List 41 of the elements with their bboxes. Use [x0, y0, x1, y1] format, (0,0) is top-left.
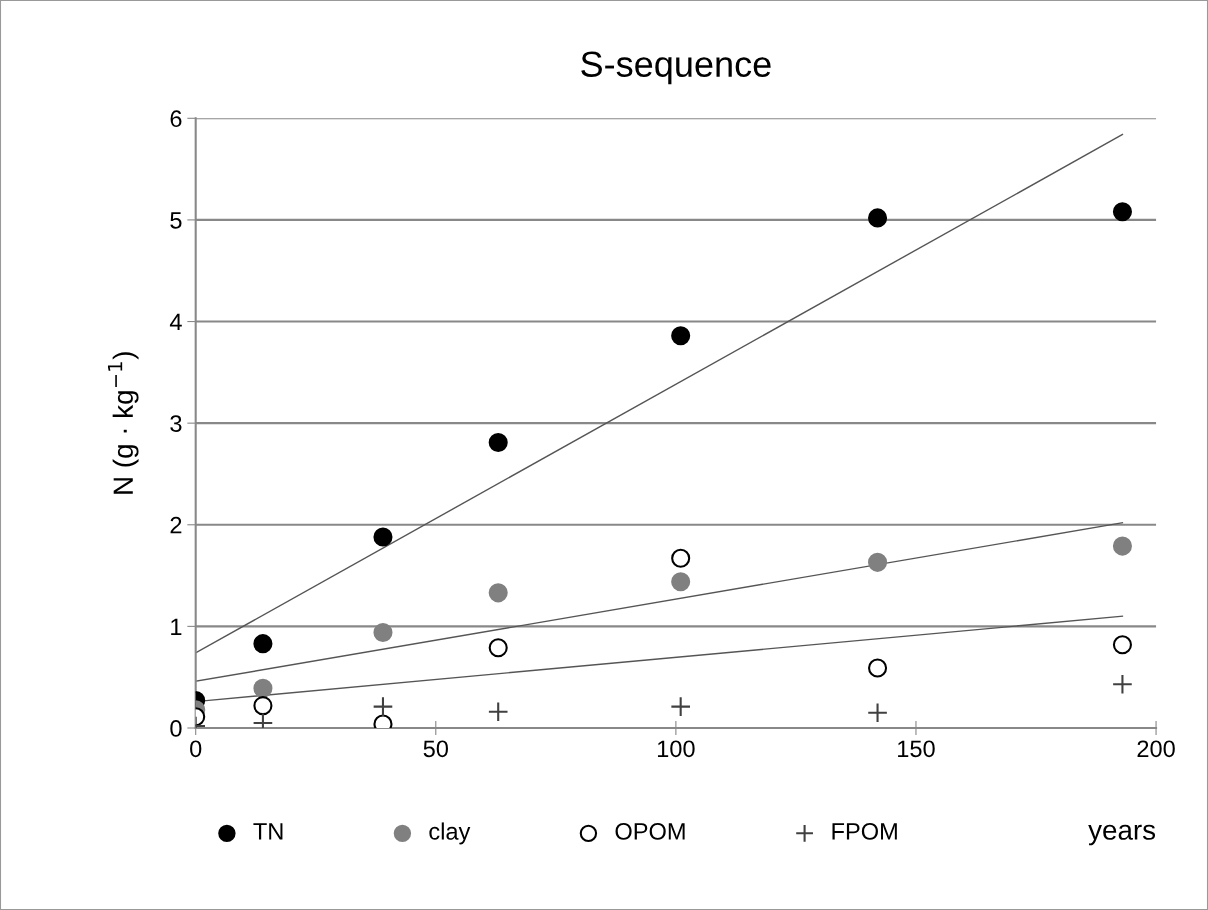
- y-tick-label: 2: [170, 516, 182, 534]
- legend-label: OPOM: [615, 823, 685, 840]
- point: [671, 548, 691, 568]
- y-axis-title: N (g · kg$^{−1}$): [107, 352, 139, 494]
- x-tick-label: 100: [657, 740, 695, 758]
- y-tick-label: 3: [170, 415, 182, 432]
- point: [1112, 673, 1133, 695]
- point: [868, 658, 888, 678]
- x-tick-label: 50: [423, 740, 448, 758]
- y-tick-label: 6: [170, 110, 182, 128]
- point: [671, 572, 691, 592]
- x-tick-label: 0: [190, 740, 202, 758]
- x-tick-label: 150: [898, 740, 935, 758]
- point: [373, 527, 393, 547]
- y-tick-label: 4: [169, 313, 182, 331]
- point: [670, 696, 692, 718]
- point: [373, 622, 393, 643]
- x-tick-label: 200: [1137, 740, 1175, 758]
- y-tick-label: 5: [170, 212, 182, 229]
- point: [488, 583, 508, 603]
- x-axis-title: years: [1088, 824, 1156, 846]
- legend-label: TN: [253, 823, 283, 840]
- y-tick-label: 1: [171, 618, 182, 635]
- point: [868, 208, 888, 228]
- point: [253, 678, 273, 698]
- point: [868, 552, 888, 572]
- point: [671, 326, 691, 346]
- point: [487, 701, 509, 723]
- point: [253, 634, 273, 654]
- chart-title: S-sequence: [581, 51, 771, 85]
- point: [1112, 536, 1132, 556]
- legend-label: FPOM: [832, 823, 897, 840]
- point: [867, 702, 888, 724]
- point: [488, 638, 508, 658]
- point: [1112, 202, 1132, 222]
- point: [372, 696, 394, 718]
- y-tick-label: 0: [170, 720, 182, 737]
- point: [1112, 635, 1132, 655]
- point: [253, 696, 273, 716]
- legend-label: clay: [429, 822, 471, 845]
- point: [488, 432, 508, 452]
